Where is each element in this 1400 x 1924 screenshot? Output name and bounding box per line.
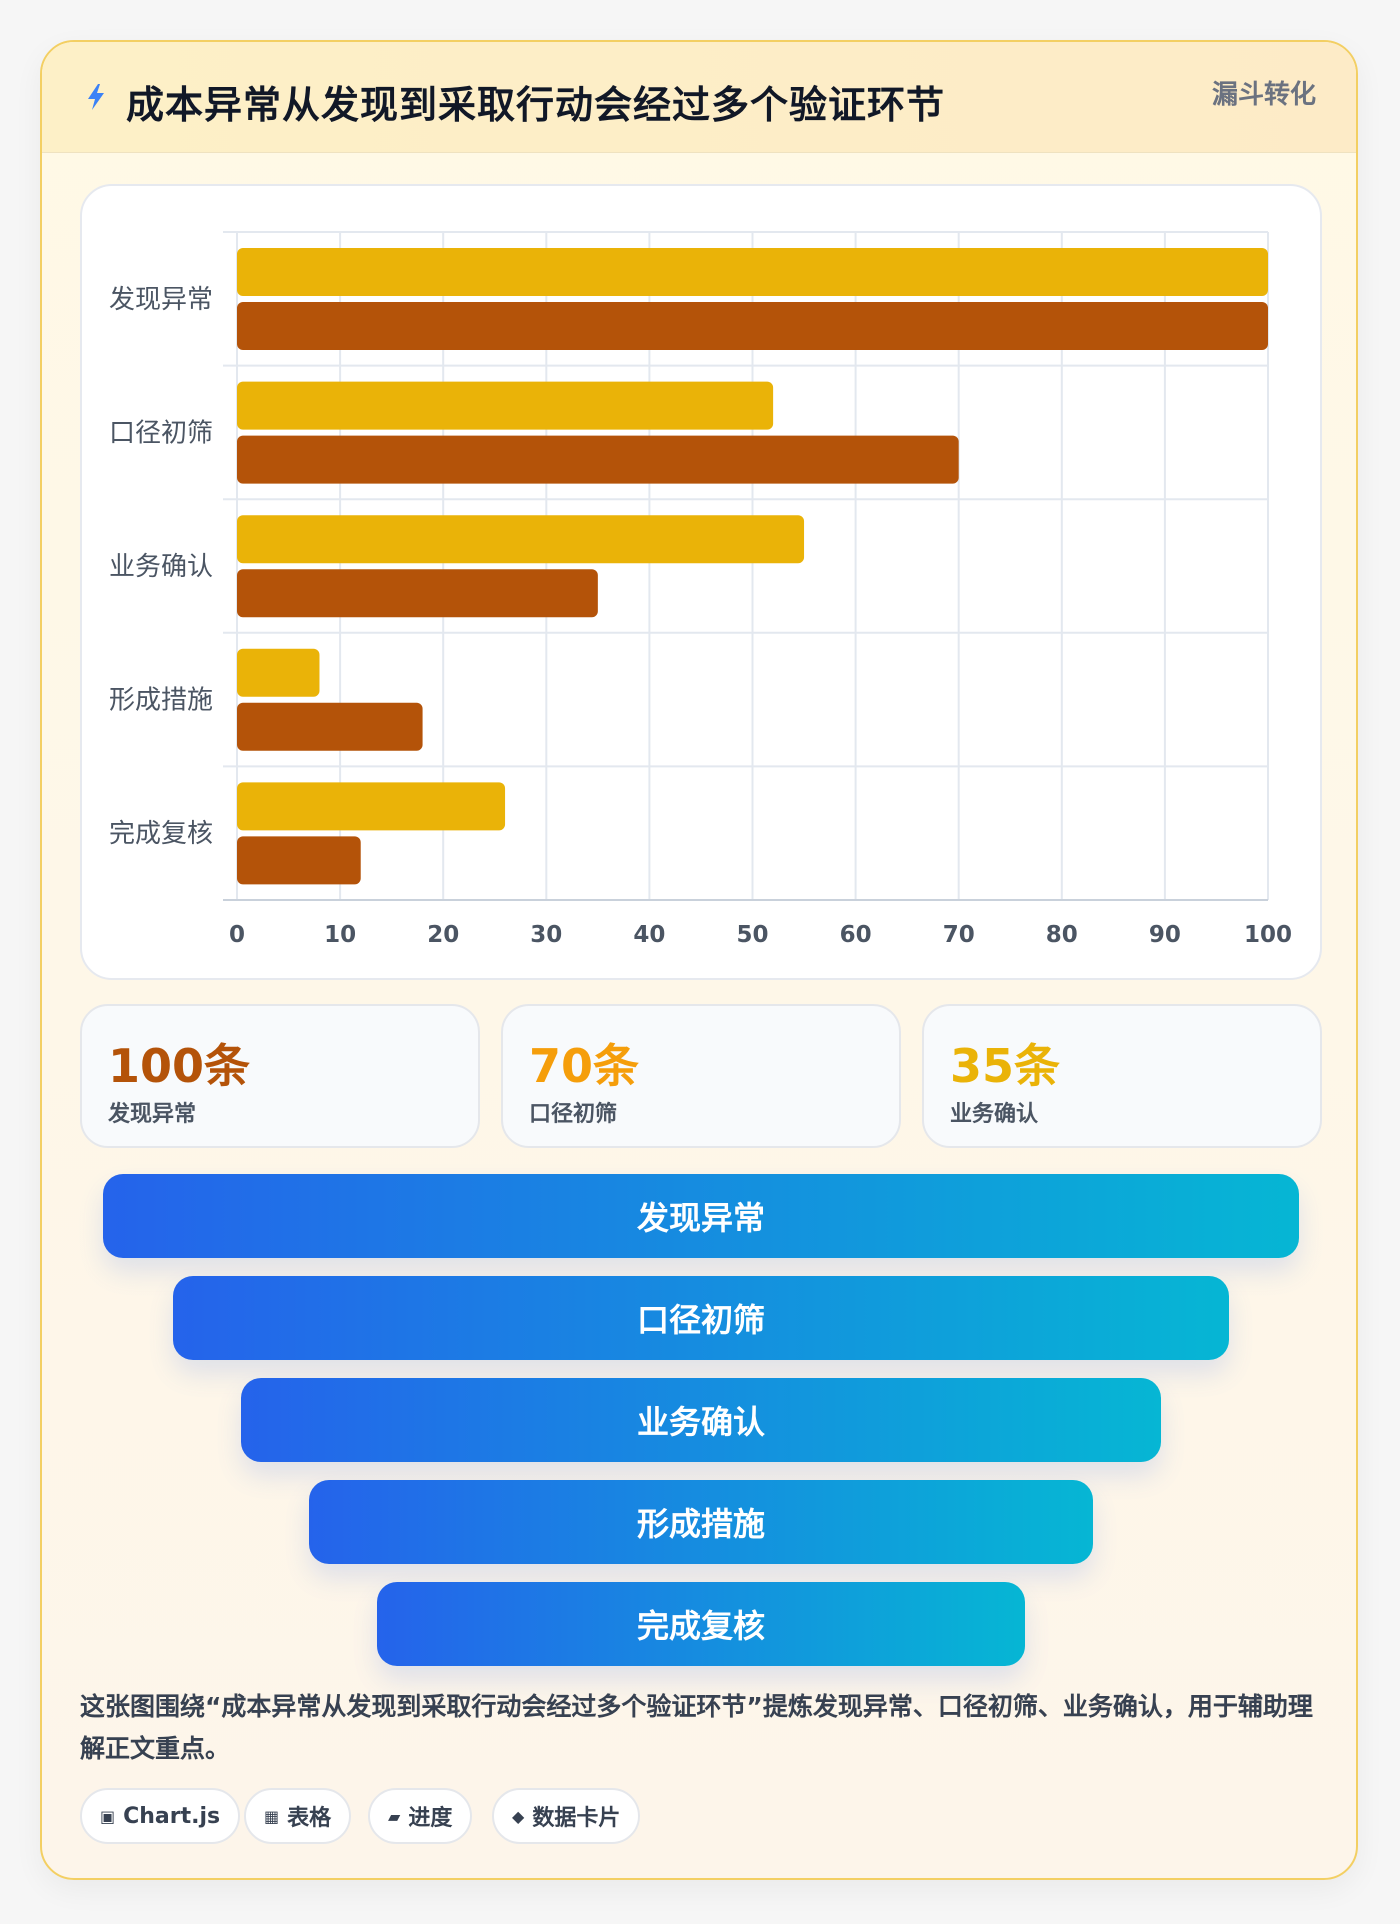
- stat-value: 70条: [529, 1039, 640, 1093]
- chip-label: 数据卡片: [532, 1806, 621, 1831]
- x-tick-label: 100: [1244, 922, 1292, 948]
- stat-label: 口径初筛: [529, 1102, 618, 1127]
- bar: [237, 302, 1268, 350]
- table-icon: ▦: [264, 1806, 280, 1826]
- bar: [237, 836, 361, 885]
- card-header: 成本异常从发现到采取行动会经过多个验证环节 漏斗转化: [42, 42, 1356, 153]
- y-tick-label: 完成复核: [109, 819, 213, 849]
- stat-value: 35条: [950, 1039, 1061, 1093]
- bar: [237, 569, 598, 618]
- funnel-step-1: 发现异常: [103, 1174, 1299, 1258]
- x-tick-label: 20: [427, 922, 459, 948]
- bar: [237, 381, 774, 430]
- bar: [237, 435, 959, 484]
- stat-card: 70条 口径初筛: [501, 1004, 901, 1148]
- chip-label: 进度: [408, 1806, 453, 1831]
- infographic-card: 成本异常从发现到采取行动会经过多个验证环节 漏斗转化 发现异常 口径初筛 业务确认形…: [40, 40, 1358, 1880]
- y-tick-label: 口径初筛: [109, 418, 213, 448]
- x-tick-label: 40: [633, 922, 665, 948]
- y-tick-label: 发现异常: [109, 285, 213, 315]
- funnel-step-3: 业务确认: [241, 1378, 1161, 1462]
- bar: [237, 248, 1268, 296]
- chip-progress[interactable]: ▰ 进度: [368, 1788, 473, 1844]
- stat-cards: 100条 发现异常 70条 口径初筛 35条 业务确认: [80, 1004, 1322, 1148]
- x-tick-label: 80: [1046, 922, 1078, 948]
- chart-type-tag: 漏斗转化: [1211, 80, 1316, 110]
- chip-label: 表格: [287, 1806, 332, 1831]
- stat-label: 发现异常: [108, 1102, 197, 1127]
- chip-label: Chart.js: [123, 1803, 221, 1829]
- y-tick-label: 形成措施: [109, 686, 213, 716]
- stat-value: 100条: [108, 1039, 251, 1093]
- bar: [237, 648, 320, 697]
- funnel-step-5: 完成复核: [377, 1582, 1025, 1666]
- bar-chart: 发现异常口径初筛业务确认形成措施完成复核 0 10 20 30 40 50 60 70 80 90 1…: [80, 184, 1322, 980]
- bar: [237, 782, 506, 831]
- funnel-step-4: 形成措施: [309, 1480, 1093, 1564]
- x-tick-label: 60: [840, 922, 872, 948]
- chart-description: 这张图围绕“成本异常从发现到采取行动会经过多个验证环节”提炼发现异常、口径初筛、…: [80, 1692, 1313, 1763]
- x-tick-label: 70: [943, 922, 975, 948]
- x-tick-label: 50: [736, 922, 768, 948]
- x-tick-label: 0: [229, 922, 245, 948]
- progress-icon: ▰: [388, 1806, 401, 1826]
- chip-table[interactable]: ▦ 表格: [244, 1788, 352, 1844]
- stat-label: 业务确认: [950, 1102, 1039, 1127]
- y-tick-label: 业务确认: [109, 552, 213, 582]
- bar: [237, 515, 805, 564]
- data-card-icon: ◆: [512, 1806, 525, 1826]
- lightning-icon: [88, 84, 104, 110]
- chart-icon: ▣: [100, 1806, 116, 1826]
- chip-data-card[interactable]: ◆ 数据卡片: [492, 1788, 641, 1844]
- stat-card: 35条 业务确认: [922, 1004, 1322, 1148]
- page-title: 成本异常从发现到采取行动会经过多个验证环节: [126, 83, 946, 127]
- bar: [237, 702, 423, 751]
- x-tick-label: 90: [1149, 922, 1181, 948]
- funnel-step-2: 口径初筛: [173, 1276, 1229, 1360]
- stat-card: 100条 发现异常: [80, 1004, 480, 1148]
- chip-chartjs[interactable]: ▣ Chart.js: [80, 1788, 241, 1844]
- x-tick-label: 30: [530, 922, 562, 948]
- x-tick-label: 10: [324, 922, 356, 948]
